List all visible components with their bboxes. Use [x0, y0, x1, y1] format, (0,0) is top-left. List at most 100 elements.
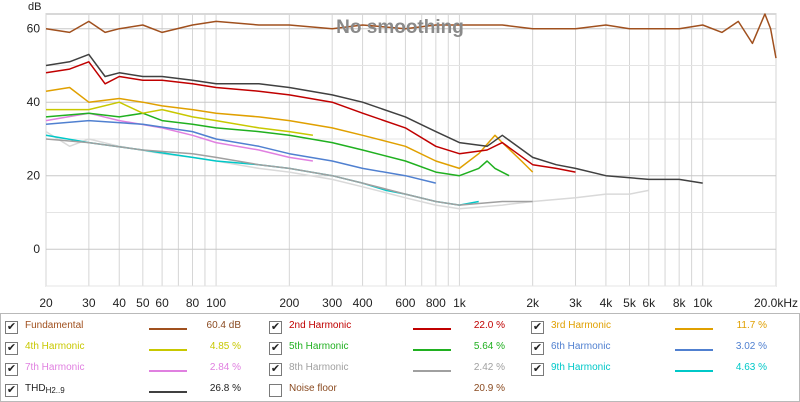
- legend-value: 26.8 %: [209, 383, 241, 394]
- x-tick-label: 100: [206, 296, 226, 310]
- legend-label: 8th Harmonic: [289, 362, 348, 373]
- series-line-3rd-harmonic: [45, 86, 534, 173]
- x-tick-label: 5k: [623, 296, 637, 310]
- legend-swatch: [149, 328, 187, 330]
- legend-checkbox[interactable]: ✔: [5, 342, 18, 355]
- legend-label: 4th Harmonic: [25, 341, 84, 352]
- legend-panel: ✔ Fundamental 60.4 dB ✔ 2nd Harmonic 22.0 % ✔ 3…: [0, 313, 800, 402]
- legend-checkbox[interactable]: ✔: [5, 363, 18, 376]
- legend-swatch: [413, 349, 451, 351]
- legend-checkbox[interactable]: ✔: [531, 321, 544, 334]
- y-tick-label: 20: [27, 169, 41, 183]
- x-tick-label: 40: [113, 296, 127, 310]
- legend-label-text: 2nd Harmonic: [289, 320, 352, 331]
- legend-value: 4.85 %: [209, 341, 241, 352]
- legend-checkbox[interactable]: ✔: [531, 363, 544, 376]
- chart-title: No smoothing: [336, 17, 464, 38]
- legend-label: 9th Harmonic: [551, 362, 610, 373]
- legend-label-text: 8th Harmonic: [289, 362, 349, 373]
- legend-swatch: [675, 370, 713, 372]
- plot-grid: [45, 13, 777, 287]
- legend-entry: Noise floor 20.9 %: [269, 381, 529, 401]
- legend-swatch: [675, 328, 713, 330]
- legend-checkbox[interactable]: ✔: [531, 342, 544, 355]
- legend-entry: ✔ 4th Harmonic 4.85 %: [5, 339, 265, 359]
- legend-checkbox[interactable]: ✔: [5, 321, 18, 334]
- series-line-fundamental: [45, 13, 777, 59]
- legend-label: 2nd Harmonic: [289, 320, 351, 331]
- series-line-7th-harmonic: [45, 112, 314, 162]
- legend-label-text: 4th Harmonic: [25, 341, 85, 352]
- series-line-thd: [45, 53, 703, 184]
- legend-label: Fundamental: [25, 320, 83, 331]
- legend-checkbox[interactable]: ✔: [269, 342, 282, 355]
- legend-label-text: THD: [25, 383, 46, 394]
- legend-label: 7th Harmonic: [25, 362, 84, 373]
- legend-label-text: 7th Harmonic: [25, 362, 85, 373]
- series-line-2nd-harmonic: [45, 61, 576, 173]
- x-tick-label: 600: [395, 296, 415, 310]
- x-tick-label: 6k: [642, 296, 656, 310]
- legend-label-text: 6th Harmonic: [551, 341, 611, 352]
- legend-value: 5.64 %: [473, 341, 505, 352]
- legend-checkbox[interactable]: ✔: [269, 363, 282, 376]
- legend-label: 6th Harmonic: [551, 341, 610, 352]
- legend-row: ✔ Fundamental 60.4 dB ✔ 2nd Harmonic 22.0 % ✔ 3…: [1, 318, 799, 338]
- x-tick-label: 60: [155, 296, 169, 310]
- legend-label-text: 9th Harmonic: [551, 362, 611, 373]
- y-tick-label: 60: [27, 22, 41, 36]
- legend-label-text: 5th Harmonic: [289, 341, 349, 352]
- legend-swatch: [149, 349, 187, 351]
- x-tick-label: 2k: [526, 296, 540, 310]
- x-tick-label: 300: [322, 296, 342, 310]
- x-tick-label: 800: [426, 296, 446, 310]
- legend-label-subscript: H2..9: [45, 386, 65, 395]
- plot-series: [45, 13, 777, 210]
- x-tick-label: 50: [136, 296, 150, 310]
- x-tick-label: 200: [279, 296, 299, 310]
- x-tick-label: 1k: [453, 296, 467, 310]
- x-tick-label: 80: [186, 296, 200, 310]
- legend-value: 2.42 %: [473, 362, 505, 373]
- legend-entry: ✔ 3rd Harmonic 11.7 %: [531, 318, 791, 338]
- legend-entry: ✔ 5th Harmonic 5.64 %: [269, 339, 529, 359]
- legend-entry: ✔ Fundamental 60.4 dB: [5, 318, 265, 338]
- legend-value: 3.02 %: [735, 341, 767, 352]
- legend-row: ✔ THDH2..9 26.8 % Noise floor 20.9 %: [1, 381, 799, 401]
- legend-label-text: 3rd Harmonic: [551, 320, 612, 331]
- x-tick-label: 4k: [600, 296, 614, 310]
- legend-checkbox[interactable]: ✔: [269, 321, 282, 334]
- legend-swatch: [413, 328, 451, 330]
- legend-swatch: [149, 370, 187, 372]
- legend-row: ✔ 7th Harmonic 2.84 % ✔ 8th Harmonic 2.42 % ✔ 9…: [1, 360, 799, 380]
- x-tick-label: 3k: [569, 296, 583, 310]
- legend-value: 22.0 %: [473, 320, 505, 331]
- legend-swatch: [149, 391, 187, 393]
- plot-area: [45, 13, 777, 287]
- legend-label: 5th Harmonic: [289, 341, 348, 352]
- legend-entry: ✔ 8th Harmonic 2.42 %: [269, 360, 529, 380]
- legend-swatch: [413, 370, 451, 372]
- legend-label: Noise floor: [289, 383, 337, 394]
- x-tick-label: 10k: [693, 296, 713, 310]
- legend-label: 3rd Harmonic: [551, 320, 611, 331]
- x-tick-label: 20.0kHz: [754, 296, 798, 310]
- series-line-5th-harmonic: [45, 112, 510, 177]
- y-axis-label: dB: [28, 1, 41, 13]
- legend-value: 4.63 %: [735, 362, 767, 373]
- legend-entry: ✔ 2nd Harmonic 22.0 %: [269, 318, 529, 338]
- series-line-6th-harmonic: [45, 119, 436, 184]
- legend-row: ✔ 4th Harmonic 4.85 % ✔ 5th Harmonic 5.64 % ✔ 6…: [1, 339, 799, 359]
- legend-value: 2.84 %: [209, 362, 241, 373]
- legend-entry: ✔ THDH2..9 26.8 %: [5, 381, 265, 401]
- legend-swatch: [675, 349, 713, 351]
- legend-checkbox[interactable]: ✔: [5, 384, 18, 397]
- legend-checkbox[interactable]: [269, 384, 282, 397]
- legend-label-text: Noise floor: [289, 383, 337, 394]
- legend-value: 20.9 %: [473, 383, 505, 394]
- legend-label-text: Fundamental: [25, 320, 84, 331]
- y-tick-label: 40: [27, 95, 41, 109]
- x-tick-label: 20: [39, 296, 53, 310]
- y-tick-label: 0: [33, 242, 40, 256]
- legend-entry: ✔ 7th Harmonic 2.84 %: [5, 360, 265, 380]
